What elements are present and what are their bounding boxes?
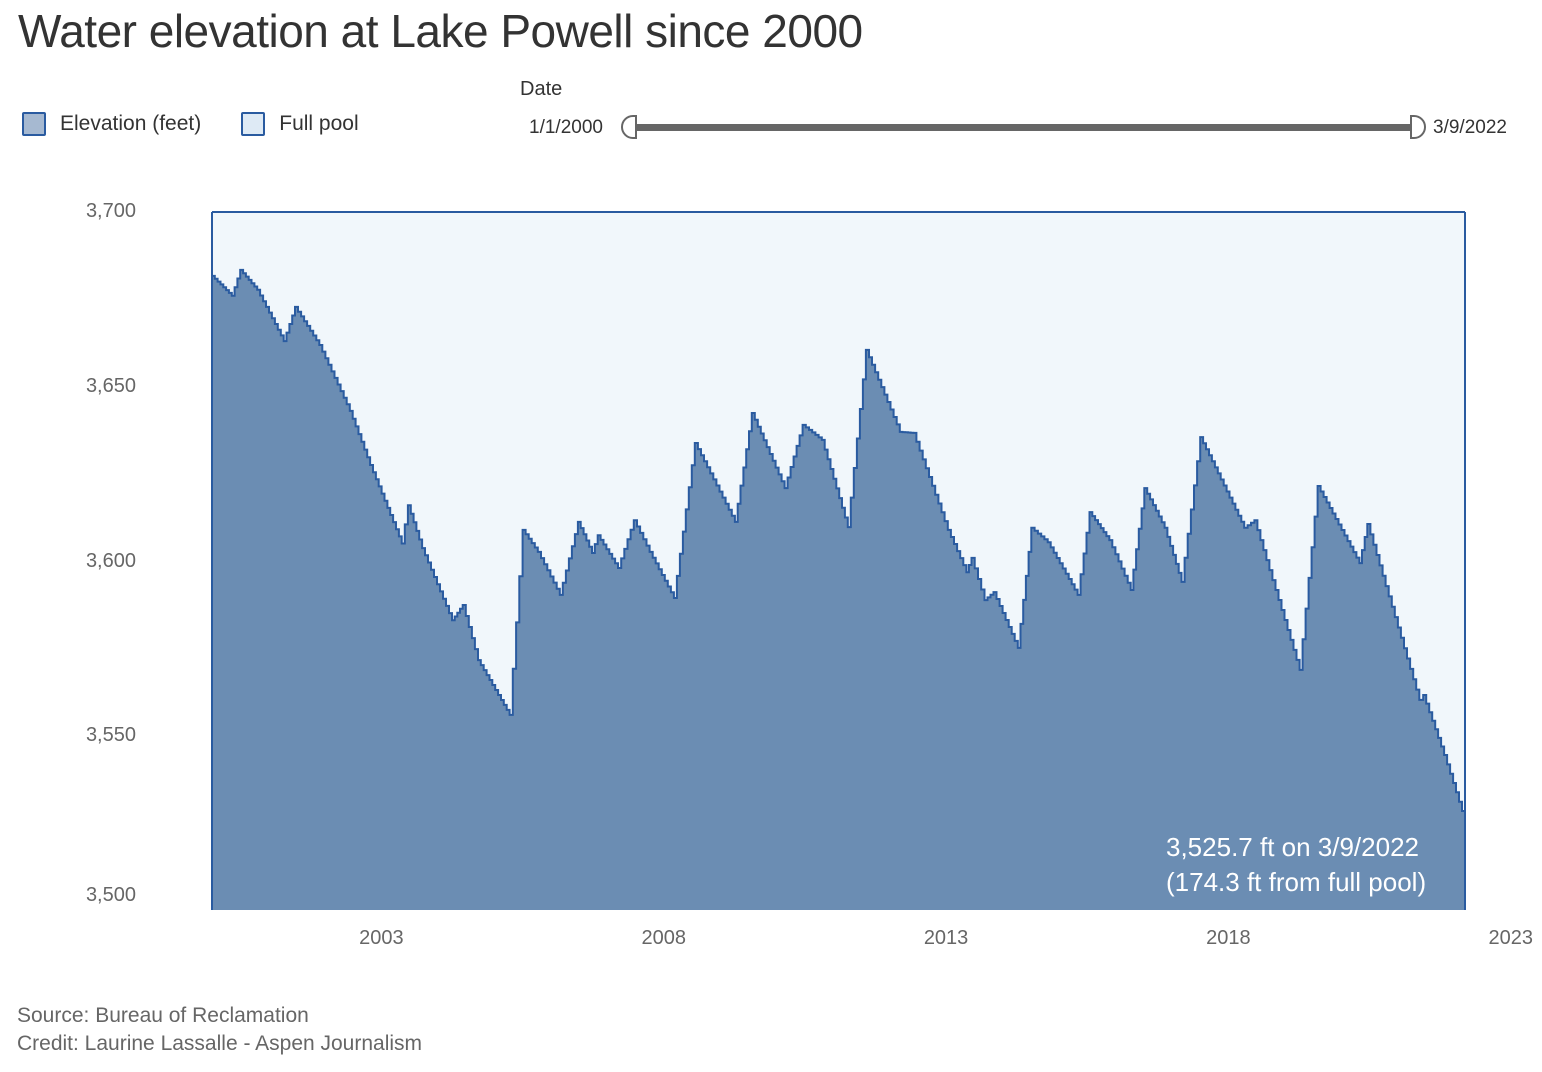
y-tick-label: 3,550	[85, 724, 136, 746]
x-tick-label: 2023	[1488, 927, 1533, 949]
source-text: Source: Bureau of Reclamation	[17, 1004, 309, 1027]
date-range-start: 1/1/2000	[529, 117, 603, 138]
credit-text: Credit: Laurine Lassalle - Aspen Journal…	[17, 1032, 423, 1055]
date-range-slider-track[interactable]	[636, 124, 1412, 131]
footer: Source: Bureau of Reclamation Credit: La…	[17, 1002, 422, 1058]
date-range-end: 3/9/2022	[1433, 117, 1507, 138]
y-tick-label: 3,500	[85, 884, 136, 906]
latest-value-annotation: 3,525.7 ft on 3/9/2022 (174.3 ft from fu…	[1166, 830, 1426, 900]
annotation-line-2: (174.3 ft from full pool)	[1166, 867, 1427, 897]
date-range-end-handle[interactable]	[1410, 115, 1426, 139]
x-tick-label: 2018	[1206, 927, 1251, 949]
chart-title: Water elevation at Lake Powell since 200…	[18, 5, 863, 57]
legend-label-elevation: Elevation (feet)	[60, 112, 202, 135]
date-range-start-handle[interactable]	[621, 115, 637, 139]
legend-item-elevation[interactable]: Elevation (feet)	[22, 112, 201, 136]
y-tick-label: 3,600	[85, 550, 136, 572]
y-tick-label: 3,700	[85, 200, 136, 222]
elevation-area	[212, 269, 1465, 910]
date-filter-label: Date	[520, 78, 563, 100]
legend-item-full-pool[interactable]: Full pool	[241, 112, 359, 136]
x-tick-label: 2008	[641, 927, 686, 949]
y-tick-label: 3,650	[85, 375, 136, 397]
x-tick-label: 2003	[359, 927, 404, 949]
legend-label-full-pool: Full pool	[279, 112, 359, 135]
legend: Elevation (feet) Full pool	[22, 112, 399, 136]
annotation-line-1: 3,525.7 ft on 3/9/2022	[1166, 832, 1419, 862]
x-tick-label: 2013	[923, 927, 969, 949]
legend-swatch-elevation	[22, 112, 46, 136]
legend-swatch-full-pool	[241, 112, 266, 136]
elevation-line	[212, 268, 1466, 821]
